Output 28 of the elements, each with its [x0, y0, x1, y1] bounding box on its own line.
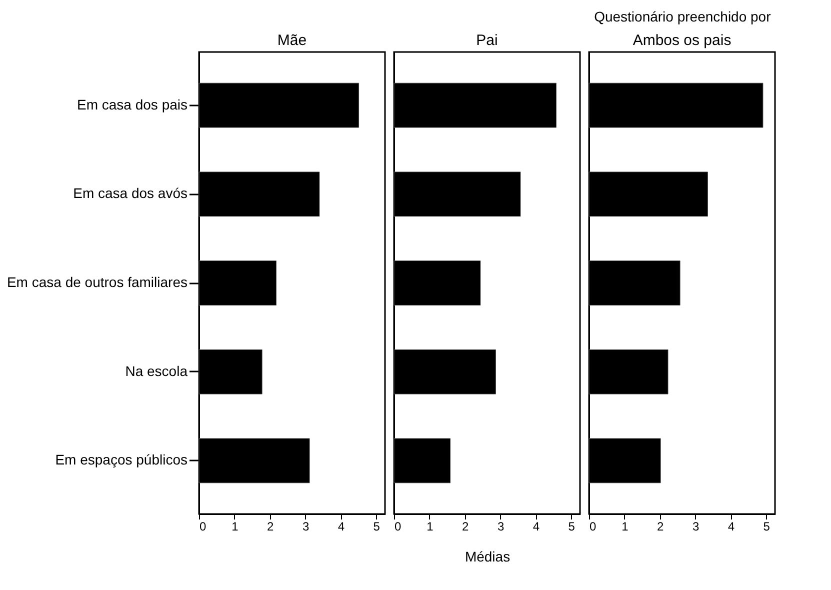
x-tick-label: 1 [426, 520, 434, 534]
x-tick-label: 4 [728, 520, 735, 534]
x-tick-label: 2 [267, 520, 274, 534]
chart-title: Pai [476, 32, 498, 49]
y-tick-label: Em casa dos pais [77, 96, 188, 112]
y-tick-label: Em casa de outros familiares [6, 274, 188, 290]
x-tick-label: 0 [394, 520, 402, 534]
x-axis-title: Médias [464, 548, 510, 564]
y-tick-label: Em espaços públicos [55, 452, 188, 468]
x-tick-label: 1 [622, 520, 629, 534]
x-tick-label: 3 [692, 520, 700, 534]
x-tick-label: 3 [497, 520, 504, 534]
x-tick-label: 3 [302, 520, 310, 534]
y-tick-label: Em casa dos avós [73, 185, 188, 202]
x-tick-label: 1 [232, 520, 239, 534]
y-tick-label: Na escola [125, 362, 188, 379]
x-tick-label: 0 [590, 520, 596, 534]
x-tick-label: 2 [657, 520, 664, 534]
x-tick-label: 4 [532, 520, 540, 534]
chart-title: Mãe [277, 32, 307, 49]
x-tick-label: 5 [763, 520, 770, 534]
x-tick-label: 4 [338, 520, 345, 534]
x-tick-label: 5 [568, 520, 576, 534]
text: Questionário preenchido por [594, 8, 772, 24]
chart-title: Ambos os pais [632, 32, 732, 49]
x-tick-label: 5 [373, 520, 380, 534]
x-tick-label: 2 [462, 520, 470, 534]
x-tick-label: 0 [200, 520, 206, 534]
